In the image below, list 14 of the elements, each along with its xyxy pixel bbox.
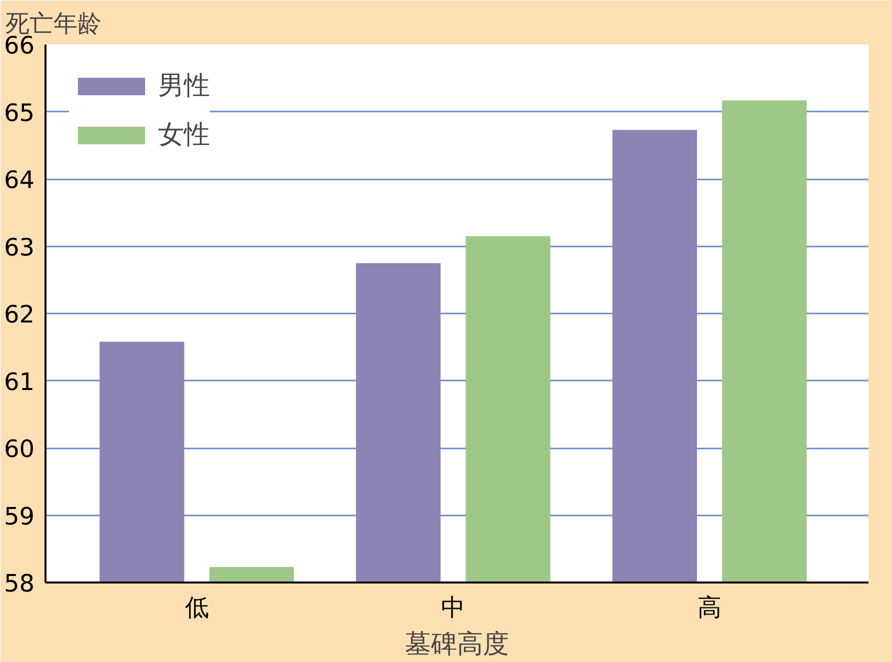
- legend-label: 男性: [158, 70, 210, 103]
- y-tick-label: 62: [4, 300, 35, 328]
- x-tick-label: 低: [184, 594, 209, 622]
- y-tick-label: 60: [4, 435, 35, 463]
- y-tick-label: 64: [4, 166, 35, 194]
- legend-label: 女性: [158, 119, 210, 152]
- y-tick-label: 63: [4, 233, 35, 262]
- x-tick-label: 中: [441, 594, 466, 622]
- y-tick-label: 59: [4, 502, 35, 530]
- y-tick-label: 65: [4, 98, 35, 127]
- y-tick-label: 61: [4, 368, 35, 396]
- x-axis-title: 墓碑高度: [405, 630, 509, 660]
- y-tick-label: 58: [4, 570, 35, 598]
- x-tick-label: 高: [698, 594, 722, 622]
